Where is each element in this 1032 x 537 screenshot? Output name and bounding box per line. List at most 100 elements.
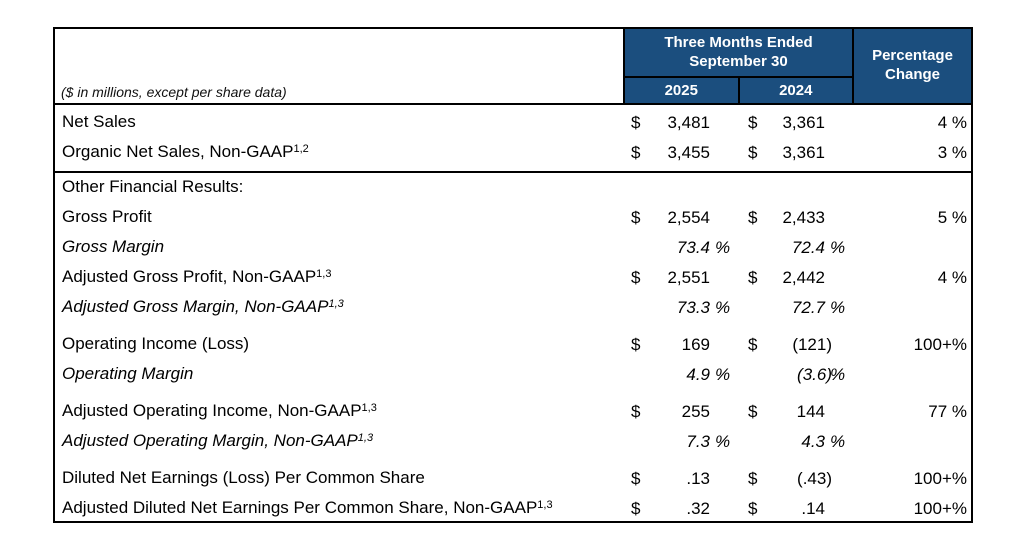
amount-2025: 73.3 (676, 298, 710, 317)
table-row: Adjusted Gross Margin, Non-GAAP1,3 73.3 … (55, 293, 971, 323)
value-2025: $ 2,551 (625, 263, 740, 293)
dollar-sign-2024: $ (748, 268, 758, 287)
row-label: Adjusted Operating Margin, Non-GAAP1,3 (55, 426, 625, 458)
row-label: Adjusted Gross Margin, Non-GAAP1,3 (55, 292, 625, 324)
period-header-cell: Three Months Ended September 30 2025 202… (625, 29, 854, 103)
value-2024: $ 3,361 (740, 138, 854, 168)
value-2024: $ 2,433 (740, 203, 854, 233)
table-row: Diluted Net Earnings (Loss) Per Common S… (55, 464, 971, 494)
amount-2024: (.43) (797, 469, 832, 488)
row-label: Adjusted Diluted Net Earnings Per Common… (55, 493, 625, 525)
suffix-2024 (825, 138, 854, 168)
amount-2024: 3,361 (782, 113, 825, 132)
dollar-sign-2024 (740, 427, 762, 457)
suffix-2024 (825, 494, 854, 524)
value-2025: $ 3,455 (625, 138, 740, 168)
suffix-2024 (825, 397, 854, 427)
amount-2025: 255 (681, 402, 710, 421)
row-label: Other Financial Results: (55, 172, 625, 204)
suffix-2024: % (830, 298, 846, 317)
dollar-sign-2025: $ (631, 208, 641, 227)
suffix-2025: % (715, 432, 731, 451)
row-label: Net Sales (55, 107, 625, 139)
amount-2025: .13 (686, 469, 710, 488)
row-label-text: Adjusted Operating Income, Non-GAAP (62, 401, 362, 420)
amount-2025: 7.3 (686, 432, 710, 451)
row-label: Adjusted Operating Income, Non-GAAP1,3 (55, 396, 625, 428)
table-row: Adjusted Gross Profit, Non-GAAP1,3 $ 2,5… (55, 263, 971, 293)
dollar-sign-2025: $ (631, 143, 641, 162)
period-title-text: Three Months Ended September 30 (664, 33, 813, 70)
row-label-sup: 1,3 (328, 298, 344, 310)
dollar-sign-2025 (625, 360, 647, 390)
suffix-2025: % (715, 238, 731, 257)
suffix-2024: % (830, 238, 846, 257)
pct-change-value: 5 % (937, 208, 967, 227)
suffix-2025: % (715, 365, 731, 384)
value-2025: 73.4 % (625, 233, 740, 263)
suffix-2024: % (830, 365, 846, 384)
year-2024-header: 2024 (779, 82, 813, 99)
suffix-2025 (710, 203, 740, 233)
dollar-sign-2024: $ (748, 208, 758, 227)
suffix-2024 (825, 263, 854, 293)
value-2025: $ 255 (625, 397, 740, 427)
value-2025: $ 2,554 (625, 203, 740, 233)
row-label: Organic Net Sales, Non-GAAP1,2 (55, 137, 625, 169)
suffix-2025 (710, 138, 740, 168)
suffix-2024 (825, 464, 854, 494)
value-2024: (3.6) % (740, 360, 854, 390)
value-2024: 72.7 % (740, 293, 854, 323)
dollar-sign-2024: $ (748, 335, 758, 354)
table-header: ($ in millions, except per share data) T… (55, 29, 971, 105)
suffix-2024: % (830, 432, 846, 451)
value-2024: 4.3 % (740, 427, 854, 457)
table-row: Adjusted Diluted Net Earnings Per Common… (55, 494, 971, 524)
dollar-sign-2025 (625, 233, 647, 263)
amount-2025: 169 (681, 335, 710, 354)
row-label: Operating Margin (55, 359, 625, 391)
value-2024: $ (.43) (740, 464, 854, 494)
amount-2024: 144 (796, 402, 825, 421)
row-label: Gross Margin (55, 232, 625, 264)
pct-change-value: 4 % (937, 113, 967, 132)
value-2024: $ 3,361 (740, 108, 854, 138)
row-label-text: Operating Margin (62, 364, 194, 383)
value-2025: $ 3,481 (625, 108, 740, 138)
amount-2025: 2,554 (667, 208, 710, 227)
suffix-2024 (825, 108, 854, 138)
dollar-sign-2025: $ (631, 499, 641, 518)
amount-2024: .14 (801, 499, 825, 518)
value-2024: $ (121) (740, 330, 854, 360)
dollar-sign-2025: $ (631, 113, 641, 132)
amount-2025: 73.4 (676, 238, 710, 257)
row-label-text: Adjusted Gross Profit, Non-GAAP (62, 267, 317, 286)
value-2024: 72.4 % (740, 233, 854, 263)
pct-change-header-text: Percentage Change (872, 47, 953, 83)
table-body: Net Sales $ 3,481 $ 3,361 4 % Organic Ne… (55, 105, 971, 524)
units-note: ($ in millions, except per share data) (61, 84, 287, 100)
pct-change-value: 100+% (913, 499, 967, 518)
value-2024: $ 2,442 (740, 263, 854, 293)
row-label-text: Diluted Net Earnings (Loss) Per Common S… (62, 468, 425, 487)
row-label-sup: 1,2 (293, 143, 309, 155)
value-2025: 7.3 % (625, 427, 740, 457)
dollar-sign-2025 (625, 427, 647, 457)
suffix-2025 (710, 330, 740, 360)
dollar-sign-2024 (740, 293, 762, 323)
row-label: Adjusted Gross Profit, Non-GAAP1,3 (55, 262, 625, 294)
table-row: Operating Margin 4.9 % (3.6) % (55, 360, 971, 390)
pct-change-value: 100+% (913, 469, 967, 488)
table-row: Net Sales $ 3,481 $ 3,361 4 % (55, 108, 971, 138)
amount-2024: 4.3 (801, 432, 825, 451)
row-label-text: Net Sales (62, 112, 136, 131)
table-row: Gross Profit $ 2,554 $ 2,433 5 % (55, 203, 971, 233)
value-2025: $ 169 (625, 330, 740, 360)
suffix-2024 (825, 203, 854, 233)
dollar-sign-2025: $ (631, 402, 641, 421)
value-2025: 73.3 % (625, 293, 740, 323)
amount-2025: .32 (686, 499, 710, 518)
dollar-sign-2024: $ (748, 143, 758, 162)
year-header-row: 2025 2024 (625, 78, 852, 103)
table-row: Adjusted Operating Margin, Non-GAAP1,3 7… (55, 427, 971, 457)
